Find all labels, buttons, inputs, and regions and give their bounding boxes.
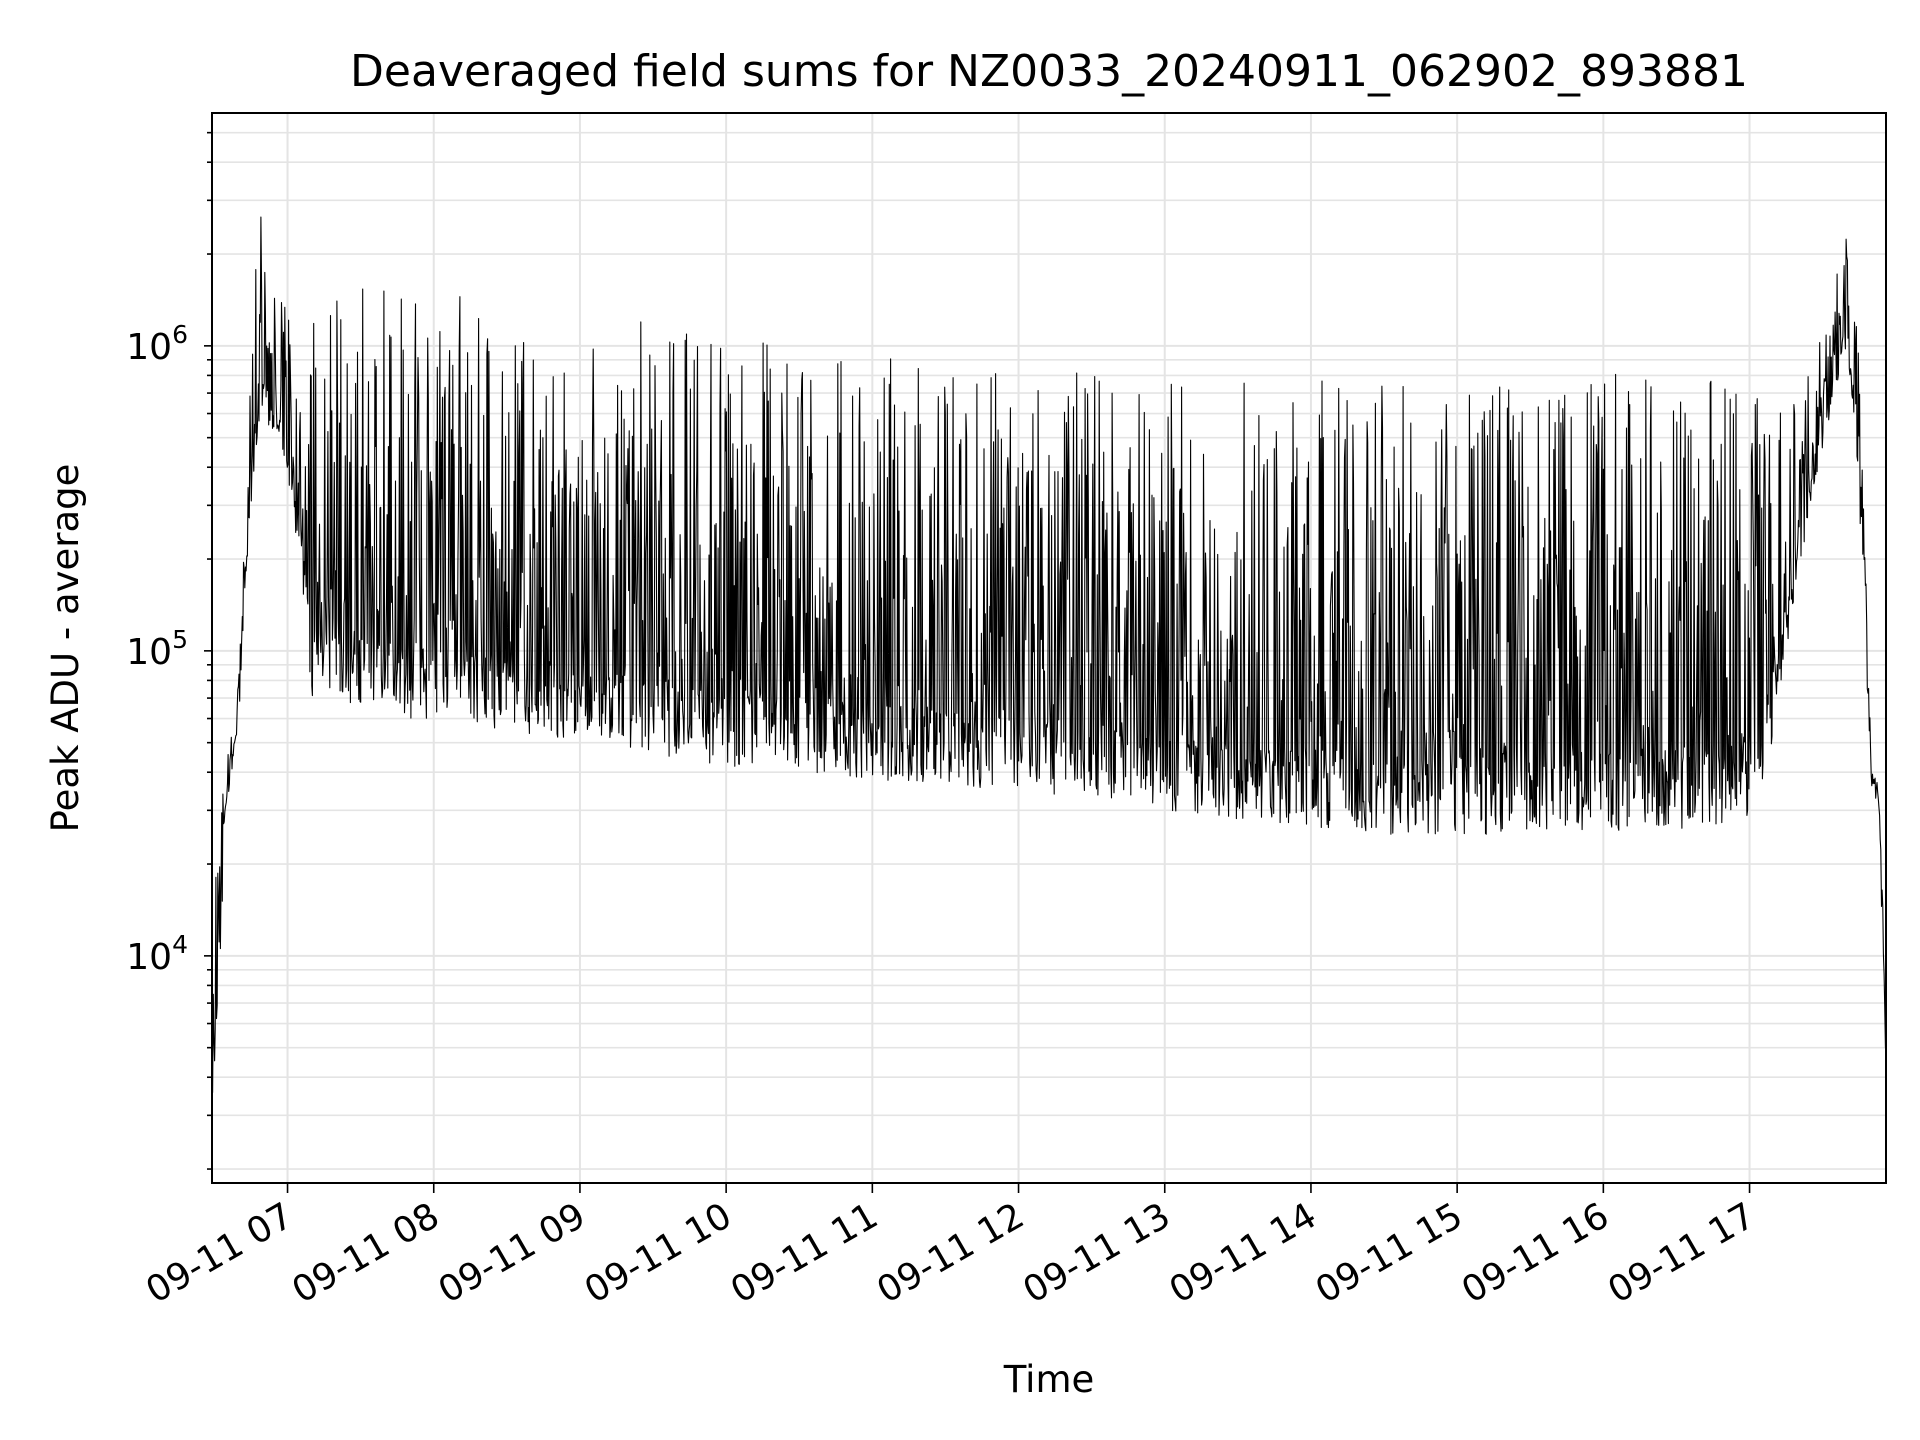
x-axis-label: Time (1003, 1358, 1095, 1401)
plot-frame (211, 112, 1887, 1184)
grid-lines (212, 113, 1886, 1183)
y-tick-label: 105 (126, 625, 188, 673)
y-axis-label: Peak ADU - average (44, 464, 87, 833)
chart-title: Deaveraged field sums for NZ0033_2024091… (350, 46, 1748, 97)
y-tick-label: 104 (126, 930, 188, 978)
data-line (211, 216, 1887, 1094)
y-tick-label: 106 (126, 320, 188, 368)
series-line (211, 216, 1887, 1094)
